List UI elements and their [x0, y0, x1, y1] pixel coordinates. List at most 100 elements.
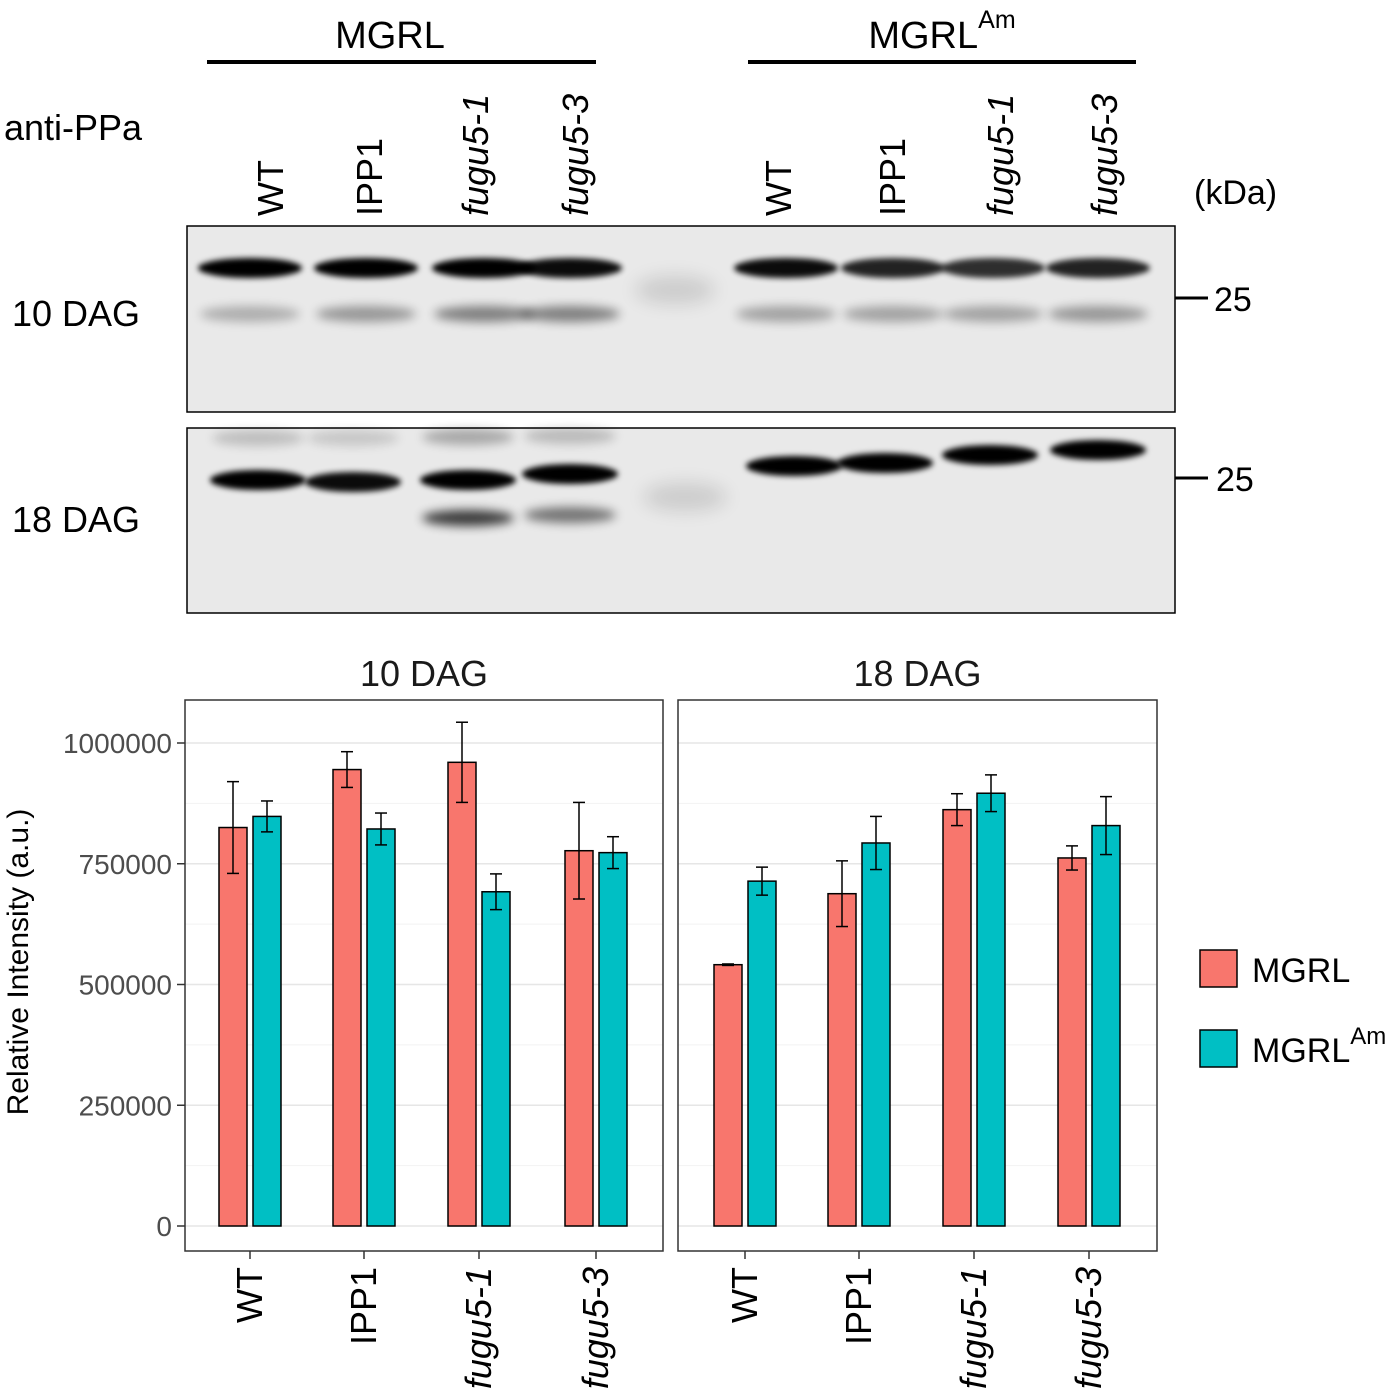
blot-band — [837, 453, 933, 473]
blot-band-faint — [524, 428, 616, 444]
x-tick-label-text: WT — [724, 1267, 765, 1323]
legend-label: MGRLAm — [1252, 1023, 1386, 1070]
bar — [252, 815, 282, 1227]
lane-label: fugu5-3 — [1084, 94, 1125, 216]
group-label-mgrl-am: MGRLAm — [748, 6, 1136, 64]
bar — [447, 761, 477, 1227]
blot-band-faint — [307, 430, 399, 446]
lane-label: fugu5-3 — [555, 94, 596, 216]
bar — [942, 808, 972, 1227]
bar — [366, 828, 396, 1227]
blot-band — [432, 258, 536, 278]
blot-bands — [198, 258, 1150, 322]
bar — [598, 851, 628, 1227]
x-tick-label-italic: fugu5-3 — [1068, 1267, 1109, 1389]
x-tick-label: IPP1 — [838, 1267, 879, 1345]
x-tick-label: fugu5-3 — [1068, 1267, 1109, 1389]
bar — [1057, 857, 1087, 1227]
legend-label-sup: Am — [1350, 1023, 1386, 1050]
x-tick-label: fugu5-3 — [575, 1267, 616, 1389]
x-tick-label-text: WT — [229, 1267, 270, 1323]
blot-bands — [210, 428, 1146, 526]
western-blot: anti-PPa MGRL MGRLAm WT IPP1 fugu5-1 fugu5-… — [4, 6, 1277, 614]
x-tick-label-italic: fugu5-1 — [953, 1267, 994, 1389]
y-axis: 0 250000 500000 750000 1000000 — [63, 728, 185, 1242]
lane-label: IPP1 — [349, 138, 390, 216]
blot-band — [746, 456, 842, 476]
blot-band-faint — [422, 510, 514, 526]
svg-text:MGRLAm: MGRLAm — [868, 6, 1015, 57]
blot-band-faint — [1048, 306, 1148, 322]
x-tick-label-italic: fugu5-1 — [458, 1267, 499, 1389]
antibody-label: anti-PPa — [4, 107, 143, 148]
error-bar — [573, 801, 585, 900]
chart-panel: 10 DAG WT IPP1 fugu5-1 fugu5-3 — [184, 653, 664, 1389]
blot-band — [942, 445, 1038, 465]
legend-label-text: MGRL — [1252, 1032, 1350, 1070]
lane-label: WT — [758, 160, 799, 216]
bar — [713, 963, 743, 1227]
lane-label-italic: fugu5-1 — [980, 94, 1021, 216]
blot-band-faint — [843, 306, 943, 322]
bar — [861, 842, 891, 1227]
legend-swatch — [1199, 949, 1238, 988]
lane-label-text: IPP1 — [872, 138, 913, 216]
bar — [564, 849, 594, 1227]
panel-title: 18 DAG — [853, 653, 981, 694]
svg-text:MGRL: MGRL — [335, 15, 445, 57]
error-bar — [227, 780, 239, 875]
legend-swatch — [1199, 1029, 1238, 1068]
group-label-text: MGRL — [335, 15, 445, 57]
error-bar — [375, 812, 387, 846]
lane-label: IPP1 — [872, 138, 913, 216]
lane-labels: WT IPP1 fugu5-1 fugu5-3 WT IPP1 fugu5-1 fugu5-3 — [250, 94, 1125, 216]
bar — [218, 826, 248, 1227]
marker-label: 25 — [1216, 461, 1254, 499]
y-axis-label: Relative Intensity (a.u.) — [2, 809, 35, 1116]
blot-band — [198, 258, 302, 278]
panel-frame — [184, 699, 664, 1252]
blot-band — [1046, 258, 1150, 278]
error-bar — [1066, 845, 1078, 871]
y-tick-label: 250000 — [79, 1090, 172, 1121]
lane-label-text: WT — [250, 160, 291, 216]
blot-band — [734, 258, 838, 278]
panel-frame — [677, 699, 1158, 1252]
bar — [827, 892, 857, 1227]
x-tick-label-italic: fugu5-3 — [575, 1267, 616, 1389]
error-bar — [1100, 795, 1112, 856]
error-bar — [341, 750, 353, 789]
blot-band-faint — [316, 306, 416, 322]
blot-band — [1050, 440, 1146, 460]
panel-title: 10 DAG — [360, 653, 488, 694]
blot-panel-18-dag: 18 DAG 25 — [12, 427, 1254, 614]
blot-ladder-smear — [635, 276, 715, 304]
legend-item: MGRL — [1199, 949, 1350, 990]
blot-band-faint — [736, 306, 836, 322]
blot-band — [941, 258, 1045, 278]
blot-band — [841, 258, 945, 278]
bar — [332, 768, 362, 1227]
blot-band — [522, 464, 618, 484]
error-bar — [951, 792, 963, 827]
x-tick-label-text: IPP1 — [343, 1267, 384, 1345]
bar — [481, 891, 511, 1227]
y-tick-label: 500000 — [79, 970, 172, 1001]
chart-panels: 10 DAG WT IPP1 fugu5-1 fugu5-3 18 DAG WT IPP1 fu… — [184, 653, 1158, 1389]
lane-label-italic: fugu5-3 — [1084, 94, 1125, 216]
chart-panel: 18 DAG WT IPP1 fugu5-1 fugu5-3 — [677, 653, 1158, 1389]
blot-band-faint — [434, 306, 534, 322]
x-tick-label: IPP1 — [343, 1267, 384, 1345]
error-bar — [607, 835, 619, 870]
y-tick-label: 750000 — [79, 849, 172, 880]
marker-label: 25 — [1214, 281, 1252, 319]
x-tick-label: WT — [724, 1267, 765, 1323]
error-bar — [836, 860, 848, 928]
bar — [976, 792, 1006, 1227]
bar — [747, 880, 777, 1227]
bar-chart: Relative Intensity (a.u.) 0 250000 500000 7… — [2, 653, 1386, 1389]
lane-label-italic: fugu5-1 — [455, 94, 496, 216]
legend-label: MGRL — [1252, 952, 1350, 990]
x-tick-label: WT — [229, 1267, 270, 1323]
